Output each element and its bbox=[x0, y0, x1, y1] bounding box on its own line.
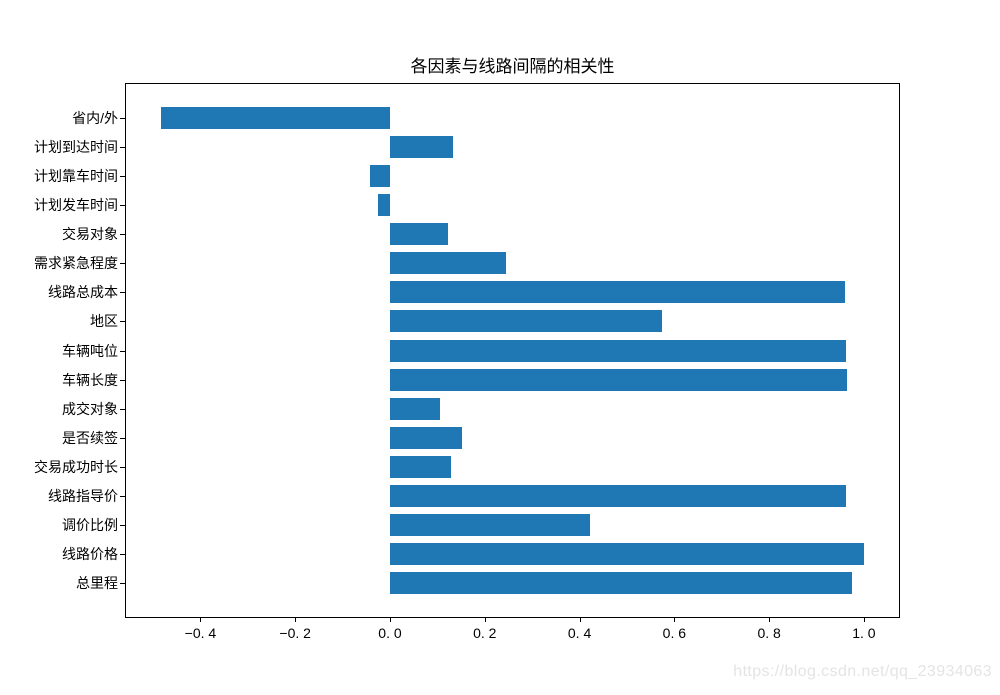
watermark: https://blog.csdn.net/qq_23934063 bbox=[733, 663, 992, 680]
bar-省内/外 bbox=[160, 107, 390, 129]
chart-title: 各因素与线路间隔的相关性 bbox=[410, 57, 615, 76]
x-tick-mark bbox=[200, 617, 201, 622]
y-tick-label: 车辆吨位 bbox=[62, 342, 118, 359]
y-tick-mark bbox=[120, 118, 125, 119]
x-tick-mark bbox=[580, 617, 581, 622]
bar-计划到达时间 bbox=[389, 136, 454, 159]
y-tick-mark bbox=[120, 409, 125, 410]
x-tick-label: −0. 4 bbox=[184, 625, 217, 641]
y-tick-mark bbox=[120, 438, 125, 439]
x-tick-label: 0. 0 bbox=[378, 625, 402, 641]
bar-调价比例 bbox=[389, 513, 590, 536]
bar-线路指导价 bbox=[389, 484, 847, 507]
y-tick-mark bbox=[120, 205, 125, 206]
y-tick-mark bbox=[120, 147, 125, 148]
bar-总里程 bbox=[389, 572, 852, 594]
x-tick-label: 0. 2 bbox=[473, 625, 497, 641]
bar-成交对象 bbox=[389, 397, 441, 420]
y-tick-mark bbox=[120, 263, 125, 264]
y-tick-mark bbox=[120, 380, 125, 381]
y-tick-mark bbox=[120, 496, 125, 497]
y-tick-label: 车辆长度 bbox=[62, 371, 118, 388]
y-tick-label: 总里程 bbox=[76, 575, 118, 591]
bar-地区 bbox=[389, 310, 663, 333]
y-tick-label: 是否续签 bbox=[62, 429, 118, 446]
bar-计划发车时间 bbox=[378, 194, 390, 217]
y-tick-mark bbox=[120, 292, 125, 293]
y-tick-mark bbox=[120, 351, 125, 352]
bar-线路总成本 bbox=[389, 281, 845, 304]
y-tick-label: 调价比例 bbox=[62, 516, 118, 533]
bar-交易成功时长 bbox=[389, 455, 452, 478]
x-tick-label: 0. 4 bbox=[567, 625, 592, 641]
y-tick-label: 交易对象 bbox=[62, 226, 118, 243]
y-tick-mark bbox=[120, 554, 125, 555]
bar-交易对象 bbox=[389, 223, 448, 246]
x-tick-mark bbox=[769, 617, 770, 622]
bar-车辆吨位 bbox=[389, 339, 847, 362]
x-tick-label: 0. 8 bbox=[757, 625, 781, 641]
x-tick-label: 0. 6 bbox=[662, 625, 687, 641]
bar-线路价格 bbox=[389, 542, 864, 565]
y-tick-label: 计划到达时间 bbox=[34, 139, 118, 156]
y-tick-mark bbox=[120, 321, 125, 322]
y-tick-label: 线路总成本 bbox=[48, 284, 118, 301]
x-tick-mark bbox=[485, 617, 486, 622]
bar-需求紧急程度 bbox=[389, 252, 507, 275]
y-tick-label: 计划发车时间 bbox=[34, 197, 118, 214]
x-tick-mark bbox=[864, 617, 865, 622]
y-tick-label: 省内/外 bbox=[72, 110, 118, 126]
x-tick-label: 1. 0 bbox=[852, 625, 876, 641]
x-tick-mark bbox=[295, 617, 296, 622]
bar-计划靠车时间 bbox=[370, 165, 390, 188]
y-tick-label: 地区 bbox=[90, 313, 118, 330]
y-tick-label: 线路价格 bbox=[62, 545, 118, 562]
y-tick-mark bbox=[120, 467, 125, 468]
y-tick-label: 成交对象 bbox=[62, 400, 118, 417]
y-tick-label: 计划靠车时间 bbox=[34, 168, 118, 185]
x-tick-mark bbox=[674, 617, 675, 622]
y-tick-label: 交易成功时长 bbox=[34, 458, 118, 475]
y-tick-label: 需求紧急程度 bbox=[34, 255, 118, 272]
y-tick-label: 线路指导价 bbox=[48, 487, 118, 504]
y-tick-mark bbox=[120, 234, 125, 235]
x-tick-label: −0. 2 bbox=[279, 625, 311, 641]
bar-是否续签 bbox=[389, 426, 463, 449]
plot-area: 省内/外计划到达时间 计划靠车时间 计划发车时间交易对象需求紧急程度线路总成本地区车… bbox=[34, 83, 900, 641]
y-tick-mark bbox=[120, 176, 125, 177]
y-tick-mark bbox=[120, 525, 125, 526]
x-tick-mark bbox=[390, 617, 391, 622]
y-tick-mark bbox=[120, 583, 125, 584]
bar-车辆长度 bbox=[389, 368, 847, 391]
